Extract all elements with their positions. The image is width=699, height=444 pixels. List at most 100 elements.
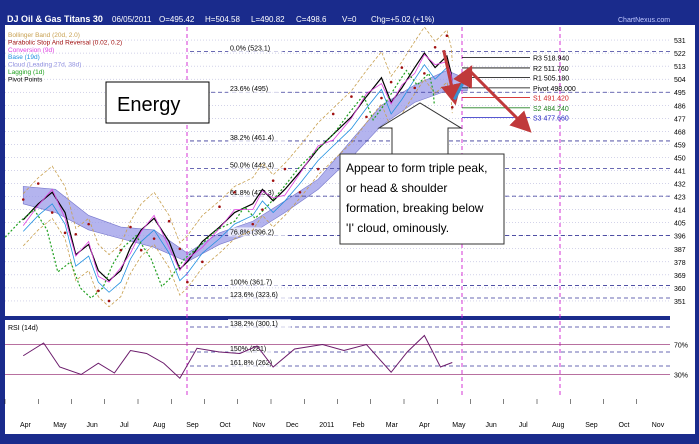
pivot-label: R3 518.940 [533, 56, 569, 63]
price-tick-label: 432 [674, 182, 686, 189]
fib-label: 50.0% (442.4) [230, 162, 274, 169]
sar-dot [413, 86, 417, 90]
sar-dot [389, 80, 393, 84]
price-tick-label: 486 [674, 103, 686, 110]
callout-line: Appear to form triple peak, [346, 161, 487, 175]
price-tick-label: 360 [674, 286, 686, 293]
fib-label: 123.6% (323.6) [230, 292, 278, 299]
legend-item: Parabolic Stop And Reversal (0.02, 0.2) [8, 39, 122, 46]
header-high: H=504.58 [205, 15, 240, 24]
sar-dot [271, 179, 275, 182]
header-close: C=498.6 [296, 15, 327, 24]
sar-dot [400, 66, 404, 69]
sar-dot [365, 115, 368, 119]
right-axis-strip [670, 25, 695, 399]
sar-dot [21, 198, 25, 201]
price-tick-label: 351 [674, 299, 686, 306]
axis-labels: 531 522 513 504 495 486 477 468 459 450 441 432 423 4… [4, 38, 686, 429]
sar-dot [119, 248, 123, 252]
sar-dot [129, 225, 132, 229]
fib-label-bg [228, 319, 291, 328]
pivot-label: S1 491.420 [533, 95, 569, 102]
header-low: L=490.82 [251, 15, 285, 24]
sar-dot [298, 190, 302, 194]
month-label: Aug [552, 422, 565, 429]
sar-dot [423, 72, 426, 75]
month-label: May [53, 422, 67, 429]
price-tick-label: 450 [674, 155, 686, 162]
energy-label-box [105, 81, 210, 124]
fib-label: 23.6% (495) [230, 86, 268, 93]
price-tick-label: 531 [674, 38, 686, 45]
month-label: Jun [486, 422, 497, 429]
sar-dot [178, 247, 182, 251]
month-label: Aug [153, 422, 166, 429]
pivot-label: Pivot 498.000 [533, 86, 576, 93]
callout-line: or head & shoulder [346, 181, 447, 195]
bollinger-upper [22, 26, 453, 256]
fib-label: 61.8% (423.3) [230, 190, 274, 197]
legend-item: Lagging (1d) [8, 69, 45, 76]
month-label: 2011 [319, 422, 334, 429]
price-tick-label: 378 [674, 260, 686, 267]
month-label: Jul [120, 422, 129, 429]
month-label: Nov [253, 422, 266, 429]
sar-dot [445, 34, 449, 37]
pivot-label: R1 505.180 [533, 75, 569, 82]
price-tick-label: 495 [674, 90, 686, 97]
rsi-panel [5, 320, 670, 399]
fib-label: 38.2% (461.4) [230, 135, 274, 142]
sar-dot [139, 248, 143, 252]
callout-line: formation, breaking below [346, 201, 484, 215]
fib-label-bg [228, 132, 287, 142]
fib-label-bg [228, 277, 283, 287]
sar-dot [186, 280, 189, 284]
rsi-series: RSI (14d) 70% 30% [5, 325, 688, 380]
price-tick-label: 387 [674, 247, 686, 254]
sar-dot [152, 237, 156, 240]
fibonacci-levels: 0.0% (523.1) 23.6% (495) 38.2% (461.4) 50.0… [190, 43, 670, 367]
source-credit: ChartNexus.com [618, 17, 670, 24]
month-label: Feb [353, 422, 365, 429]
price-tick-label: 513 [674, 64, 686, 71]
projection-arrow [453, 65, 473, 101]
month-label: Apr [20, 422, 32, 429]
sar-dot [107, 299, 111, 303]
sar-dot [380, 96, 383, 100]
sar-dot [74, 232, 78, 236]
conversion-line [22, 53, 453, 283]
price-tick-label: 459 [674, 142, 686, 149]
legend-item: Base (19d) [8, 54, 40, 61]
sar-dot [433, 45, 437, 49]
month-label: Oct [220, 422, 231, 429]
month-label: Dec [286, 422, 299, 429]
sar-dot [283, 167, 287, 171]
fib-label: 161.8% (262) [230, 360, 272, 367]
price-tick-label: 441 [674, 169, 686, 176]
fib-label-bg [228, 43, 283, 53]
rsi-line [22, 334, 453, 380]
sar-dot [316, 167, 320, 171]
rsi-title: RSI (14d) [8, 325, 38, 332]
legend-item: Cloud (Leading 27d, 38d) [8, 62, 81, 69]
sar-dot [201, 260, 204, 264]
sar-dot [97, 289, 100, 293]
fib-label-bg [228, 188, 287, 198]
price-tick-label: 396 [674, 234, 686, 241]
fib-label: 76.8% (396.2) [230, 229, 274, 236]
month-label: Nov [652, 422, 665, 429]
fib-label-bg [228, 84, 279, 94]
callout-box [339, 153, 505, 245]
header-date: 06/05/2011 [112, 15, 152, 24]
price-tick-label: 477 [674, 116, 686, 123]
header-change: Chg=+5.02 (+1%) [371, 15, 435, 24]
chart-title: DJ Oil & Gas Titans 30 [7, 14, 103, 24]
sar-dot [36, 182, 40, 185]
fib-label-bg [228, 290, 291, 299]
pivot-label: S2 484.240 [533, 106, 569, 113]
price-tick-label: 414 [674, 208, 686, 215]
callout-text: Appear to form triple peak, or head & sho… [346, 161, 487, 235]
bollinger-lower [22, 78, 453, 308]
legend-item: Pivot Points [8, 76, 43, 83]
